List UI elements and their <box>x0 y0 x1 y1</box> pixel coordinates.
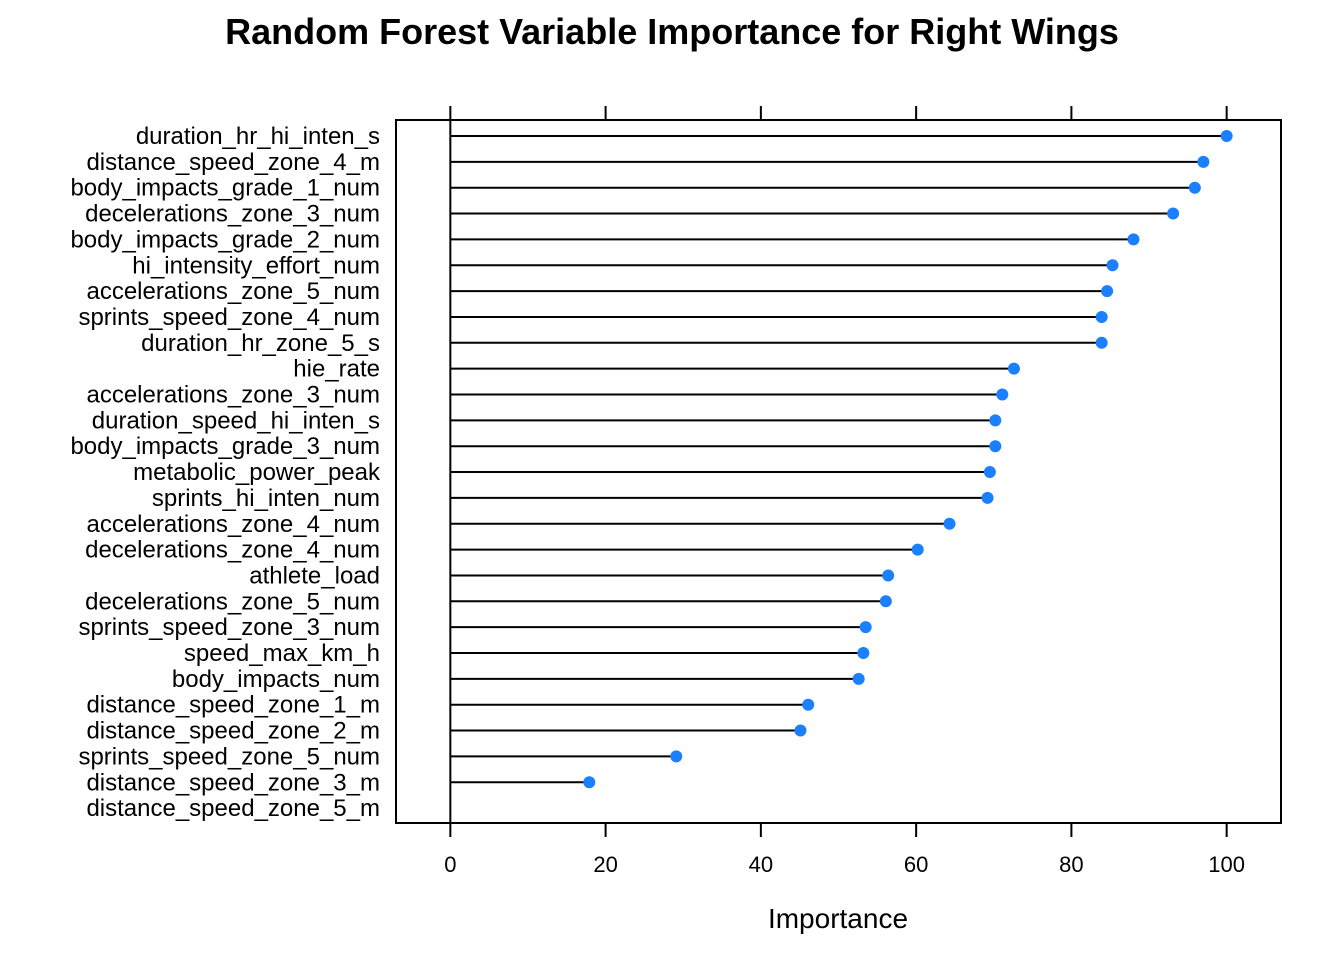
importance-point <box>882 569 895 582</box>
x-tick-label: 100 <box>1208 852 1245 877</box>
importance-point <box>670 750 683 763</box>
x-axis-label: Importance <box>768 903 908 934</box>
importance-point <box>1101 285 1114 298</box>
importance-point <box>794 724 807 737</box>
importance-point <box>1197 155 1210 168</box>
importance-point <box>1095 310 1108 323</box>
importance-point <box>911 543 924 556</box>
importance-point <box>852 672 865 685</box>
importance-point <box>1106 259 1119 272</box>
x-tick-label: 0 <box>444 852 456 877</box>
category-label: decelerations_zone_4_num <box>85 537 380 564</box>
category-label: accelerations_zone_3_num <box>86 382 380 409</box>
category-label: decelerations_zone_5_num <box>85 588 380 615</box>
importance-point <box>1188 181 1201 194</box>
category-label: sprints_speed_zone_5_num <box>78 743 380 770</box>
category-label: sprints_hi_inten_num <box>152 485 380 512</box>
importance-point <box>1127 233 1140 246</box>
x-axis-bottom: 0 20 40 60 80 100 <box>444 823 1245 877</box>
x-tick-label: 60 <box>904 852 928 877</box>
category-label: decelerations_zone_3_num <box>85 201 380 228</box>
category-label: sprints_speed_zone_3_num <box>78 614 380 641</box>
category-label: body_impacts_num <box>172 666 380 693</box>
category-label: distance_speed_zone_1_m <box>86 692 380 719</box>
importance-point <box>1007 362 1020 375</box>
category-label: duration_speed_hi_inten_s <box>92 407 380 434</box>
importance-point <box>1095 336 1108 349</box>
importance-point <box>859 621 872 634</box>
category-label: speed_max_km_h <box>184 640 380 667</box>
importance-point <box>981 491 994 504</box>
category-label: body_impacts_grade_1_num <box>70 175 380 202</box>
chart-title: Random Forest Variable Importance for Ri… <box>225 11 1119 52</box>
lollipop-lines <box>450 135 1227 784</box>
category-label: duration_hr_hi_inten_s <box>136 123 380 150</box>
category-label: distance_speed_zone_3_m <box>86 769 380 796</box>
category-label: distance_speed_zone_5_m <box>86 795 380 822</box>
importance-point <box>996 388 1009 401</box>
x-tick-label: 40 <box>749 852 773 877</box>
category-label: accelerations_zone_5_num <box>86 278 380 305</box>
plot-frame <box>395 119 1282 824</box>
importance-point <box>989 440 1002 453</box>
importance-point <box>583 776 596 789</box>
importance-point <box>802 698 815 711</box>
importance-point <box>857 647 870 659</box>
category-label: athlete_load <box>249 562 380 589</box>
importance-point <box>1167 207 1180 220</box>
lollipop-points <box>583 130 1233 789</box>
x-tick-label: 20 <box>593 852 617 877</box>
importance-point <box>1220 130 1233 142</box>
importance-point <box>943 517 956 530</box>
category-label: hi_intensity_effort_num <box>132 252 380 279</box>
category-label: sprints_speed_zone_4_num <box>78 304 380 331</box>
category-label: metabolic_power_peak <box>133 459 381 486</box>
category-labels: duration_hr_hi_inten_sdistance_speed_zon… <box>70 123 381 822</box>
importance-point <box>983 466 996 479</box>
x-tick-label: 80 <box>1059 852 1083 877</box>
importance-point <box>989 414 1002 427</box>
category-label: distance_speed_zone_4_m <box>86 149 380 176</box>
category-label: body_impacts_grade_2_num <box>70 226 380 253</box>
category-label: distance_speed_zone_2_m <box>86 718 380 745</box>
category-label: accelerations_zone_4_num <box>86 511 380 538</box>
x-axis-top <box>449 106 1228 120</box>
category-label: hie_rate <box>293 356 380 383</box>
category-label: duration_hr_zone_5_s <box>141 330 380 357</box>
category-label: body_impacts_grade_3_num <box>70 433 380 460</box>
importance-point <box>879 595 892 608</box>
